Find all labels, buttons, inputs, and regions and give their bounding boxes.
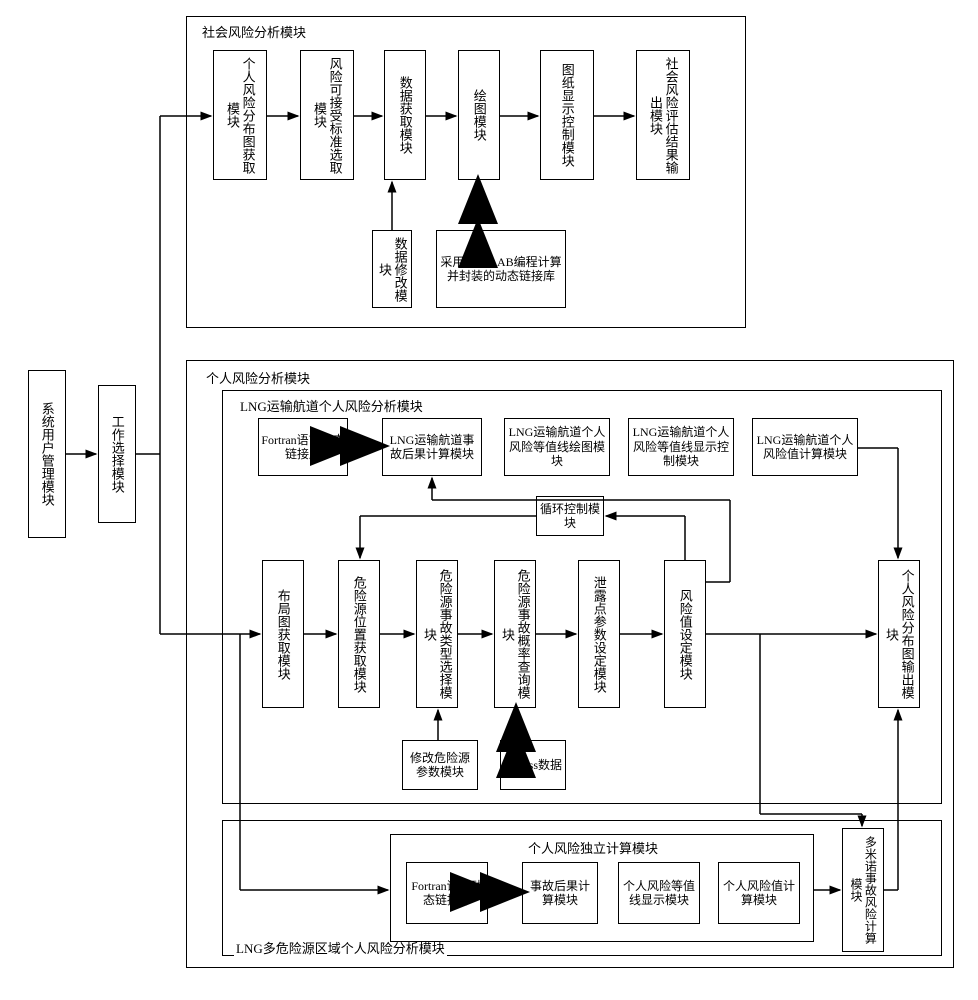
social-title: 社会风险分析模块 xyxy=(200,22,308,41)
loop-control: 循环控制模块 xyxy=(536,496,604,536)
ch-acctype: 危险源事故类型选择模块 xyxy=(416,560,458,708)
indep-title: 个人风险独立计算模块 xyxy=(526,838,660,857)
social-b2: 风险可接受标准选取模块 xyxy=(300,50,354,180)
indep-consequence: 事故后果计算模块 xyxy=(522,862,598,924)
personal-title: 个人风险分析模块 xyxy=(204,368,312,387)
social-b1: 个人风险分布图获取模块 xyxy=(213,50,267,180)
social-b6: 社会风险评估结果输出模块 xyxy=(636,50,690,180)
channel-value-calc: LNG运输航道个人风险值计算模块 xyxy=(752,418,858,476)
channel-contour-disp: LNG运输航道个人风险等值线显示控制模块 xyxy=(628,418,734,476)
social-b4: 绘图模块 xyxy=(458,50,500,180)
channel-fortran: Fortran语言动态链接库 xyxy=(258,418,348,476)
indep-fortran: Fortran语言动态链接库 xyxy=(406,862,488,924)
channel-contour-draw: LNG运输航道个人风险等值线绘图模块 xyxy=(504,418,610,476)
social-data-modify: 数据修改模块 xyxy=(372,230,412,308)
ch-leak: 泄露点参数设定模块 xyxy=(578,560,620,708)
ch-srcpos: 危险源位置获取模块 xyxy=(338,560,380,708)
ch-accprob: 危险源事故概率查询模块 xyxy=(494,560,536,708)
system-user-mgr: 系统用户管理模块 xyxy=(28,370,66,538)
social-b3: 数据获取模块 xyxy=(384,50,426,180)
ch-layout: 布局图获取模块 xyxy=(262,560,304,708)
ch-riskset: 风险值设定模块 xyxy=(664,560,706,708)
indep-contour: 个人风险等值线显示模块 xyxy=(618,862,700,924)
social-b5: 图纸显示控制模块 xyxy=(540,50,594,180)
channel-title: LNG运输航道个人风险分析模块 xyxy=(238,396,425,415)
ch-modify-src: 修改危险源参数模块 xyxy=(402,740,478,790)
domino: 多米诺事故风险计算模块 xyxy=(842,828,884,952)
ch-output: 个人风险分布图输出模块 xyxy=(878,560,920,708)
work-select: 工作选择模块 xyxy=(98,385,136,523)
ch-access: Access数据 xyxy=(500,740,566,790)
channel-consequence: LNG运输航道事故后果计算模块 xyxy=(382,418,482,476)
indep-value: 个人风险值计算模块 xyxy=(718,862,800,924)
social-matlab: 采用MATLAB编程计算并封装的动态链接库 xyxy=(436,230,566,308)
